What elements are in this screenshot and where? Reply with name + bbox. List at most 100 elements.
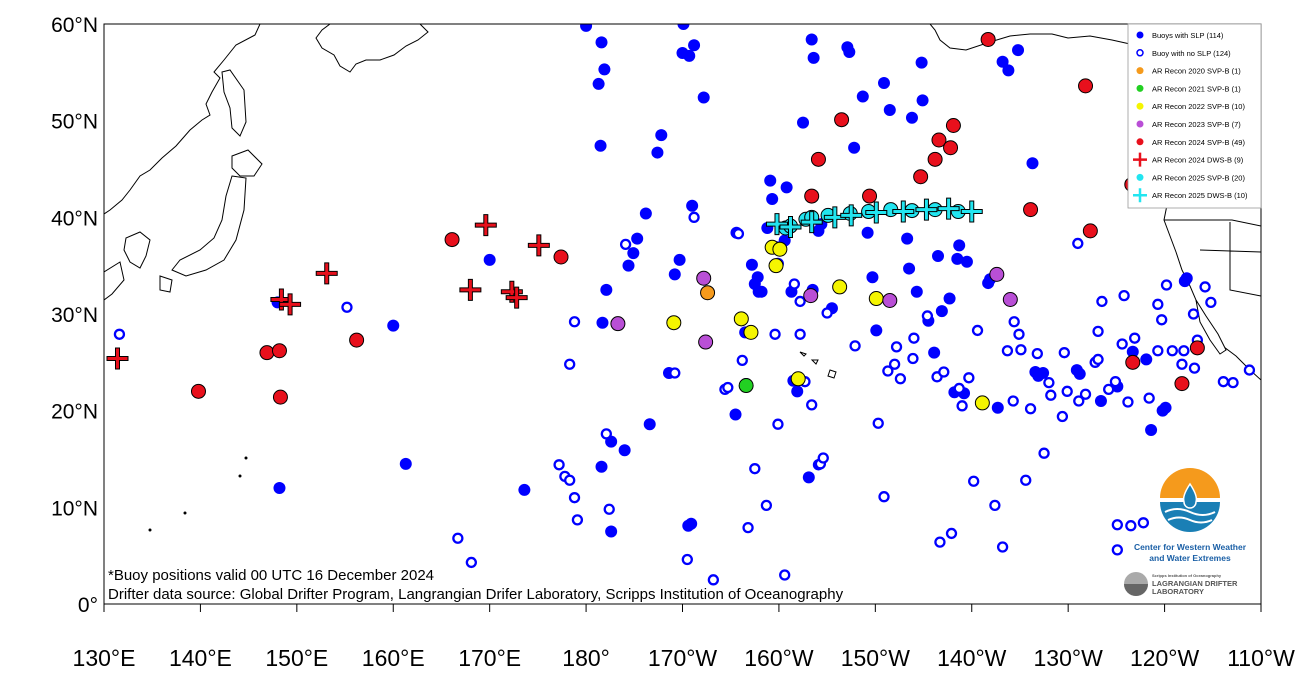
buoy-marker-4-4 (768, 258, 784, 274)
buoy-marker-6-1 (259, 345, 275, 361)
buoy-marker-1-63 (1015, 344, 1027, 356)
buoy-marker-1-30 (794, 328, 806, 340)
buoy-marker-0-82 (951, 252, 964, 265)
buoy-marker-1-33 (806, 399, 818, 411)
lon-tick-label: 120°W (1130, 645, 1200, 671)
state-lines (1199, 222, 1261, 297)
ldl-institution: Scripps Institution of Oceanography (1152, 573, 1222, 578)
buoy-marker-2-0 (700, 285, 716, 301)
buoy-marker-6-26 (1189, 340, 1205, 356)
buoy-marker-1-23 (742, 521, 754, 534)
ldl-name-line1: LAGRANGIAN DRIFTER (1152, 579, 1238, 588)
buoy-marker-0-13 (595, 460, 608, 473)
buoy-marker-1-87 (1125, 520, 1137, 532)
legend-label: AR Recon 2023 SVP-B (7) (1152, 120, 1241, 129)
buoy-marker-0-16 (618, 444, 631, 457)
buoy-marker-6-7 (804, 188, 820, 204)
buoy-marker-9-6 (892, 200, 915, 223)
buoy-marker-5-2 (698, 334, 714, 350)
buoy-marker-0-75 (915, 56, 928, 69)
buoy-marker-1-54 (963, 372, 975, 384)
buoy-marker-1-56 (971, 324, 984, 337)
buoy-marker-1-58 (996, 541, 1009, 553)
buoy-marker-1-91 (1152, 345, 1164, 357)
buoy-marker-0-55 (805, 33, 818, 46)
buoy-marker-5-3 (803, 288, 819, 304)
buoy-marker-1-90 (1143, 392, 1155, 404)
buoy-marker-1-31 (794, 295, 806, 308)
lat-tick-label: 50°N (51, 111, 98, 134)
legend-entry: AR Recon 2020 SVP-B (1) (1136, 67, 1241, 76)
buoy-marker-0-29 (683, 49, 696, 62)
buoy-marker-0-7 (592, 77, 605, 90)
buoy-marker-7-7 (505, 286, 528, 309)
buoy-marker-6-6 (553, 249, 569, 265)
buoy-marker-0-95 (1037, 366, 1050, 379)
legend-symbol (1136, 120, 1144, 128)
lon-tick-label: 130°E (73, 645, 136, 671)
legend-label: AR Recon 2025 DWS-B (10) (1152, 191, 1248, 200)
buoy-marker-0-15 (605, 525, 618, 538)
lat-tick-label: 20°N (51, 401, 98, 424)
lon-tick-label: 170°E (458, 645, 521, 671)
buoy-marker-1-83 (1111, 544, 1123, 556)
buoy-marker-1-6 (564, 474, 576, 486)
buoy-marker-0-67 (866, 271, 879, 284)
buoy-marker-0-66 (861, 226, 874, 239)
legend-symbol (1136, 138, 1144, 146)
buoy-marker-0-81 (943, 292, 956, 305)
buoy-marker-1-59 (1001, 345, 1014, 357)
buoy-marker-1-28 (779, 569, 791, 581)
latitude-axis: 60°N 50°N 40°N 30°N 20°N 10°N 0° (51, 14, 98, 617)
ldl-logo: Scripps Institution of Oceanography LAGR… (1124, 572, 1238, 596)
legend-symbol (1136, 173, 1144, 181)
buoy-marker-0-8 (594, 139, 607, 152)
buoy-marker-1-38 (849, 340, 861, 352)
buoy-marker-1-51 (945, 527, 958, 540)
buoy-marker-6-17 (1023, 202, 1039, 218)
buoy-marker-0-72 (903, 262, 916, 275)
validity-note: *Buoy positions valid 00 UTC 16 December… (108, 567, 434, 584)
buoy-marker-6-16 (980, 31, 996, 47)
buoy-marker-0-71 (901, 232, 914, 245)
cw3e-name-line2: and Water Extremes (1149, 553, 1231, 563)
lat-tick-label: 10°N (51, 497, 98, 520)
buoy-marker-1-77 (1092, 353, 1104, 366)
buoy-marker-1-45 (907, 352, 919, 365)
buoy-marker-6-14 (943, 140, 959, 156)
buoy-marker-0-40 (751, 271, 764, 284)
buoy-marker-1-13 (619, 238, 632, 251)
lon-tick-label: 140°E (169, 645, 232, 671)
buoy-marker-5-5 (989, 266, 1005, 282)
buoy-marker-1-4 (553, 459, 565, 471)
buoy-marker-6-10 (862, 188, 878, 204)
buoy-marker-4-7 (832, 279, 848, 295)
buoy-marker-4-6 (790, 371, 806, 387)
buoy-marker-0-88 (991, 401, 1004, 414)
lon-tick-label: 150°W (841, 645, 911, 671)
buoy-marker-0-59 (812, 224, 825, 237)
buoy-marker-1-71 (1058, 347, 1070, 359)
buoy-marker-1-67 (1038, 447, 1050, 459)
buoy-marker-9-0 (765, 213, 788, 236)
buoy-marker-6-0 (190, 383, 206, 399)
buoy-marker-1-29 (788, 278, 800, 290)
buoy-marker-1-40 (878, 491, 890, 503)
buoy-marker-1-21 (732, 228, 745, 240)
buoy-marker-4-5 (772, 241, 788, 257)
buoy-marker-1-12 (603, 503, 615, 515)
buoy-marker-0-6 (580, 24, 593, 32)
buoy-marker-0-51 (791, 385, 804, 398)
buoy-marker-7-5 (459, 278, 482, 301)
lon-tick-label: 130°W (1034, 645, 1104, 671)
buoy-marker-1-10 (568, 316, 581, 328)
buoy-marker-0-11 (596, 316, 609, 329)
buoy-marker-1-16 (681, 553, 693, 566)
buoy-marker-1-69 (1045, 389, 1057, 401)
legend: Buoys with SLP (114) Buoy with no SLP (12… (1127, 23, 1262, 209)
buoy-marker-1-9 (564, 358, 576, 370)
buoy-marker-0-64 (848, 141, 861, 154)
buoy-marker-1-52 (953, 382, 965, 395)
ldl-name-line2: LABORATORY (1152, 587, 1204, 596)
buoy-marker-1-25 (760, 499, 773, 512)
